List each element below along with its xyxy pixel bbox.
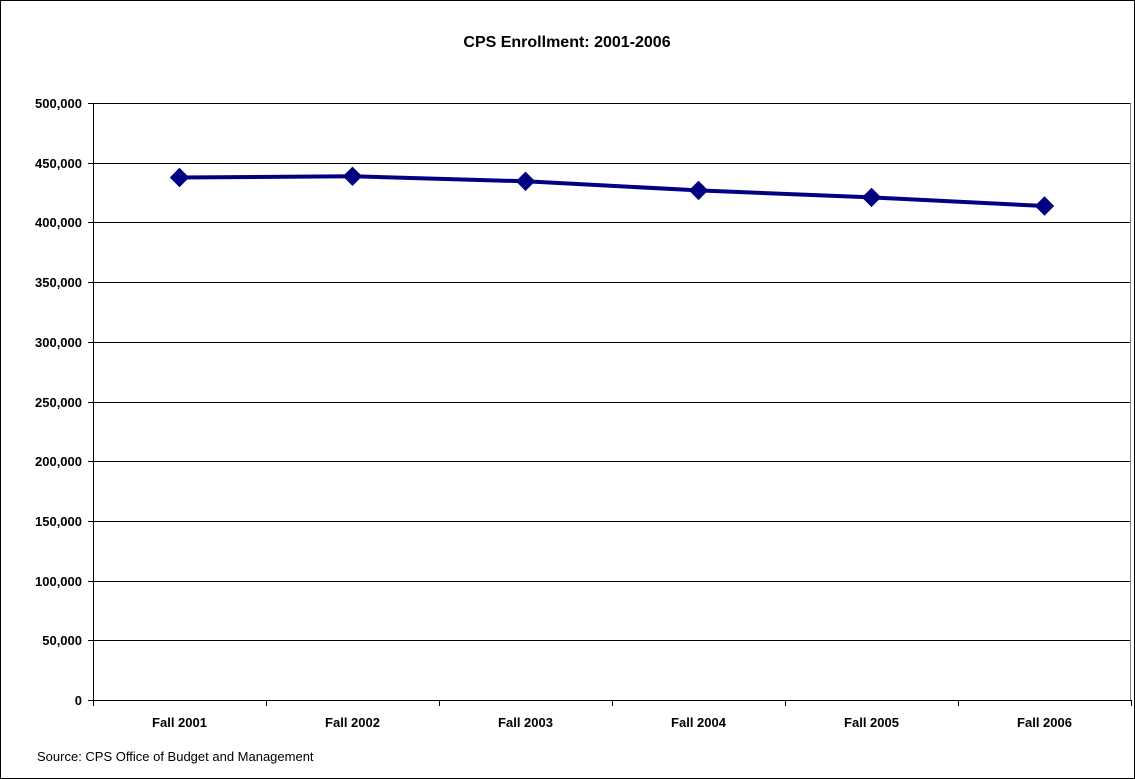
y-axis-tick-labels: 0 50,000 100,000 150,000 200,000 250,000 300,0… [35,96,82,708]
data-point-marker [515,171,536,192]
x-tick-label: Fall 2003 [498,715,553,730]
y-tick-label: 200,000 [35,454,82,469]
gridlines [93,103,1131,641]
y-tick-label: 250,000 [35,395,82,410]
y-tick-label: 500,000 [35,96,82,111]
data-point-marker [861,187,882,208]
data-point-marker [342,166,363,187]
x-tick-label: Fall 2002 [325,715,380,730]
data-point-marker [169,167,190,188]
series-line [179,174,1045,208]
y-tick-label: 100,000 [35,574,82,589]
data-point-marker [1034,196,1055,216]
x-tick-label: Fall 2004 [671,715,727,730]
x-tick-label: Fall 2006 [1017,715,1072,730]
y-tick-label: 150,000 [35,514,82,529]
x-tick-label: Fall 2001 [152,715,207,730]
data-point-marker [688,180,709,201]
axes [88,103,1132,706]
y-tick-label: 450,000 [35,156,82,171]
y-tick-label: 400,000 [35,215,82,230]
y-tick-label: 0 [75,693,82,708]
y-tick-label: 300,000 [35,335,82,350]
chart-title: CPS Enrollment: 2001-2006 [463,34,670,51]
series-enrollment [169,166,1055,216]
x-axis-tick-labels: Fall 2001 Fall 2002 Fall 2003 Fall 2004 Fall… [152,715,1072,730]
y-tick-label: 50,000 [42,633,82,648]
y-tick-label: 350,000 [35,275,82,290]
x-tick-label: Fall 2005 [844,715,899,730]
source-note: Source: CPS Office of Budget and Managem… [37,749,314,764]
